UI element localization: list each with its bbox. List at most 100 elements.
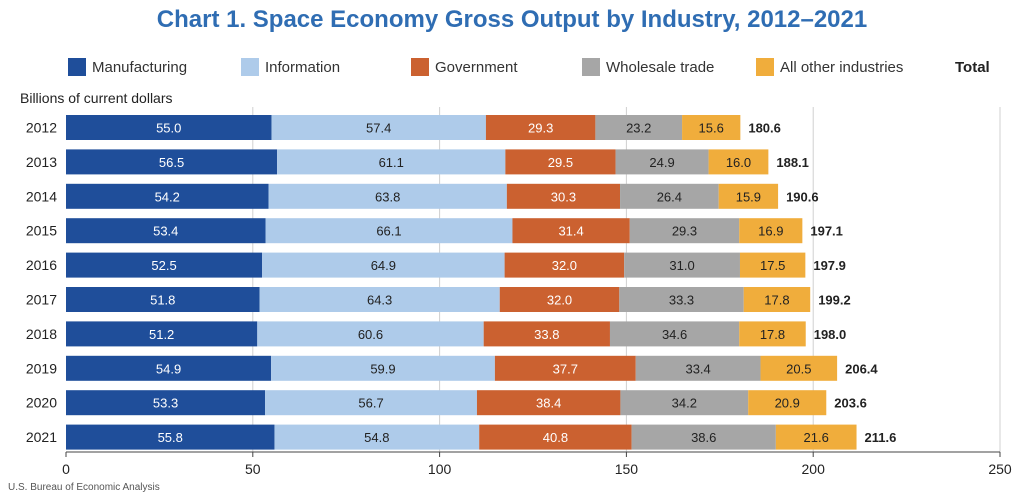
bar-label-information-2021: 54.8 [364,430,389,445]
bar-government-2016 [504,252,625,278]
total-label-2021: 211.6 [865,430,897,445]
bar-label-wholesale-trade-2020: 34.2 [672,396,697,411]
category-label-2021: 2021 [26,429,57,445]
bar-label-manufacturing-2012: 55.0 [156,121,181,136]
bar-label-information-2012: 57.4 [366,121,391,136]
bar-all-other-industries-2018 [739,321,806,347]
tick-label-250: 250 [988,461,1012,477]
bar-label-information-2013: 61.1 [379,155,404,170]
bar-label-manufacturing-2018: 51.2 [149,327,174,342]
bar-wholesale-trade-2019 [635,355,761,381]
bar-all-other-industries-2021 [775,424,857,450]
legend-swatch-government [411,58,429,76]
bar-wholesale-trade-2018 [609,321,740,347]
category-label-2014: 2014 [26,188,57,204]
bar-all-other-industries-2017 [743,287,811,312]
bar-wholesale-trade-2015 [629,218,740,244]
bar-wholesale-trade-2020 [620,390,749,416]
bar-label-wholesale-trade-2012: 23.2 [626,121,651,136]
legend-item-all-other-industries: All other industries [756,57,903,77]
category-label-2019: 2019 [26,360,57,376]
bar-information-2013 [277,149,506,175]
tick-label-150: 150 [615,461,639,477]
bar-government-2017 [499,287,620,312]
bar-label-all-other-industries-2012: 15.6 [699,121,724,136]
bar-manufacturing-2019 [66,355,272,381]
bar-label-all-other-industries-2021: 21.6 [804,430,829,445]
bar-label-government-2017: 32.0 [547,293,572,308]
legend-label-all-other-industries: All other industries [780,58,904,76]
source-note: U.S. Bureau of Economic Analysis [8,482,160,493]
bar-government-2015 [512,218,630,244]
bar-label-wholesale-trade-2016: 31.0 [669,258,694,273]
bar-label-government-2021: 40.8 [543,430,568,445]
bar-government-2013 [505,149,616,175]
bar-information-2012 [271,115,486,140]
category-label-2016: 2016 [26,257,57,273]
bar-label-all-other-industries-2016: 17.5 [760,258,785,273]
bar-all-other-industries-2019 [760,355,838,381]
legend-swatch-information [241,58,259,76]
bar-all-other-industries-2020 [748,390,827,416]
bar-label-information-2014: 63.8 [375,189,400,204]
bar-label-all-other-industries-2015: 16.9 [758,224,783,239]
bar-label-wholesale-trade-2021: 38.6 [691,430,716,445]
bar-label-information-2015: 66.1 [376,224,401,239]
bar-all-other-industries-2016 [739,252,806,278]
bar-label-all-other-industries-2020: 20.9 [775,396,800,411]
bar-manufacturing-2014 [66,183,269,209]
bar-label-all-other-industries-2019: 20.5 [786,361,811,376]
bar-information-2014 [268,183,507,209]
bar-all-other-industries-2012 [682,115,741,140]
bar-label-information-2019: 59.9 [370,361,395,376]
bar-manufacturing-2017 [66,287,260,312]
total-label-2013: 188.1 [776,155,809,170]
bar-label-information-2017: 64.3 [367,293,392,308]
bar-government-2012 [485,115,596,140]
legend-swatch-manufacturing [68,58,86,76]
tick-label-0: 0 [62,461,70,477]
bar-label-wholesale-trade-2015: 29.3 [672,224,697,239]
bar-label-manufacturing-2014: 54.2 [155,189,180,204]
total-label-2014: 190.6 [786,189,819,204]
tick-label-100: 100 [428,461,452,477]
bar-label-manufacturing-2017: 51.8 [150,293,175,308]
legend-total-label: Total [955,59,990,76]
bar-information-2016 [262,252,505,278]
tick-label-200: 200 [802,461,826,477]
bar-government-2019 [494,355,636,381]
bar-all-other-industries-2014 [718,183,779,209]
bar-all-other-industries-2013 [708,149,769,175]
bar-government-2018 [483,321,610,347]
unit-label: Billions of current dollars [20,90,173,106]
bar-information-2015 [265,218,513,244]
bar-manufacturing-2012 [66,115,272,140]
category-label-2020: 2020 [26,395,57,411]
total-label-2020: 203.6 [834,396,867,411]
chart-legend: Manufacturing Information Government Who… [68,57,1008,79]
total-label-2016: 197.9 [813,258,846,273]
bar-wholesale-trade-2014 [620,183,719,209]
bar-manufacturing-2015 [66,218,266,244]
legend-label-wholesale-trade: Wholesale trade [606,58,715,76]
category-label-2018: 2018 [26,326,57,342]
category-label-2015: 2015 [26,223,57,239]
bar-label-manufacturing-2016: 52.5 [151,258,176,273]
bar-manufacturing-2020 [66,390,266,416]
legend-label-manufacturing: Manufacturing [92,58,188,76]
bar-information-2017 [259,287,500,312]
bar-label-manufacturing-2019: 54.9 [156,361,181,376]
bar-label-manufacturing-2015: 53.4 [153,224,178,239]
bar-information-2018 [257,321,484,347]
bar-label-government-2013: 29.5 [548,155,573,170]
bar-label-wholesale-trade-2017: 33.3 [669,293,694,308]
bar-label-government-2012: 29.3 [528,121,553,136]
bar-wholesale-trade-2012 [595,115,683,140]
total-label-2017: 199.2 [818,293,851,308]
bar-wholesale-trade-2017 [619,287,744,312]
bar-label-manufacturing-2013: 56.5 [159,155,184,170]
bar-information-2021 [274,424,480,450]
bar-manufacturing-2021 [66,424,275,450]
chart-title: Chart 1. Space Economy Gross Output by I… [156,6,868,33]
bar-label-manufacturing-2021: 55.8 [158,430,183,445]
